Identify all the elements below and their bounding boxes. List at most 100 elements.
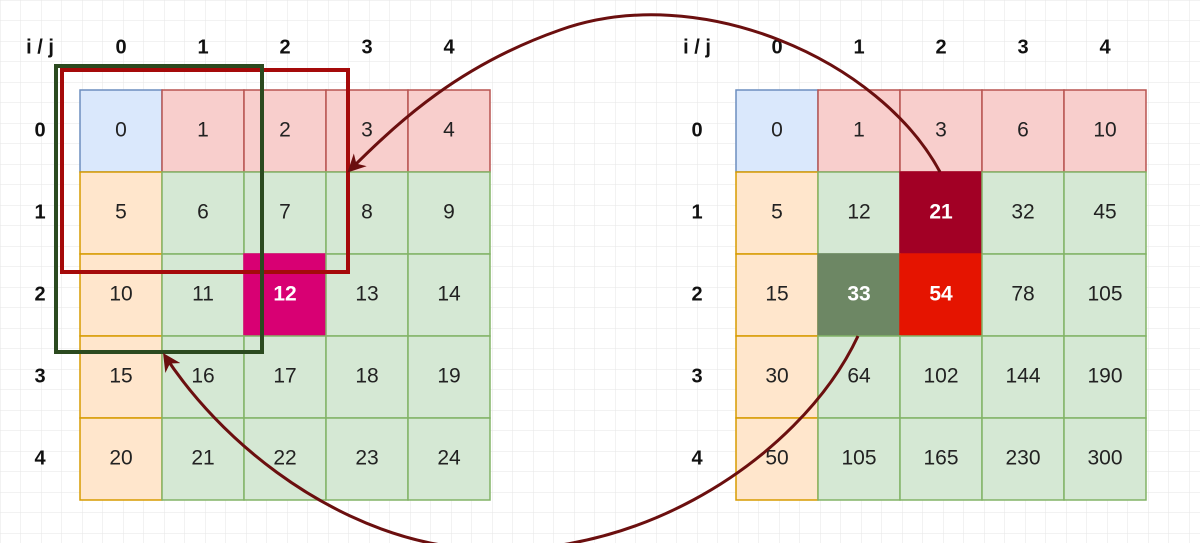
column-label: 1: [197, 36, 208, 58]
cell: [79, 253, 163, 337]
cell-value: 144: [1005, 365, 1040, 388]
cell: [161, 417, 245, 501]
cell-value: 50: [765, 447, 788, 470]
cell-value: 6: [197, 201, 209, 224]
cell-value: 230: [1005, 447, 1040, 470]
cell: [161, 171, 245, 255]
cell-value: 2: [279, 119, 291, 142]
cell-value: 105: [1087, 283, 1122, 306]
cell-value: 11: [192, 283, 214, 306]
cell: [79, 417, 163, 501]
cell-value: 17: [273, 365, 296, 388]
cell: [981, 253, 1065, 337]
cell-value: 22: [273, 447, 296, 470]
cell: [325, 171, 409, 255]
row-label: 4: [34, 447, 46, 469]
cell-value: 102: [923, 365, 958, 388]
column-label: 3: [1017, 36, 1028, 58]
cell-value: 5: [115, 201, 127, 224]
cell-value: 4: [443, 119, 455, 142]
cell-value: 8: [361, 201, 373, 224]
cell-value: 6: [1017, 119, 1029, 142]
cell: [407, 417, 491, 501]
cell-value: 33: [847, 283, 870, 306]
row-label: 3: [34, 365, 45, 387]
cell-value: 23: [355, 447, 378, 470]
cell: [981, 335, 1065, 419]
cell-value: 1: [853, 119, 865, 142]
cell-value: 1: [197, 119, 209, 142]
cell: [79, 89, 163, 173]
cell: [325, 253, 409, 337]
cell-value: 19: [437, 365, 460, 388]
cell: [79, 335, 163, 419]
cell-value: 190: [1087, 365, 1122, 388]
cell: [817, 417, 901, 501]
column-label: 2: [279, 36, 290, 58]
cell: [243, 253, 327, 337]
row-label: 2: [691, 283, 702, 305]
cell-value: 15: [109, 365, 132, 388]
cell: [407, 253, 491, 337]
cell: [243, 89, 327, 173]
arrow-bottom: [163, 335, 860, 543]
cell: [1063, 171, 1147, 255]
cell: [407, 171, 491, 255]
cell-value: 18: [355, 365, 378, 388]
cell-value: 54: [929, 283, 953, 306]
cell: [161, 89, 245, 173]
cell: [735, 417, 819, 501]
column-label: 2: [935, 36, 946, 58]
cell: [735, 171, 819, 255]
cell-value: 16: [191, 365, 214, 388]
cell: [981, 417, 1065, 501]
cell-value: 64: [847, 365, 871, 388]
column-label: 4: [1099, 36, 1111, 58]
row-label: 0: [34, 119, 45, 141]
arrow-top: [347, 13, 942, 173]
row-label: 3: [691, 365, 702, 387]
cell: [1063, 335, 1147, 419]
cell: [981, 171, 1065, 255]
column-label: 0: [771, 36, 782, 58]
cell-value: 9: [443, 201, 455, 224]
cell-value: 78: [1011, 283, 1034, 306]
cell-value: 21: [191, 447, 214, 470]
cell-value: 45: [1093, 201, 1116, 224]
row-label: 1: [34, 201, 45, 223]
cell: [817, 253, 901, 337]
cell-value: 14: [437, 283, 461, 306]
cell-value: 3: [935, 119, 947, 142]
cell-value: 30: [765, 365, 788, 388]
corner-label: i / j: [683, 36, 711, 58]
cell: [1063, 253, 1147, 337]
column-label: 1: [853, 36, 864, 58]
cell: [407, 335, 491, 419]
cell-value: 15: [765, 283, 788, 306]
cell-value: 300: [1087, 447, 1122, 470]
cell-value: 20: [109, 447, 132, 470]
row-label: 2: [34, 283, 45, 305]
column-label: 0: [115, 36, 126, 58]
cell: [1063, 417, 1147, 501]
cell: [1063, 89, 1147, 173]
cell-value: 0: [115, 119, 127, 142]
cell-value: 13: [355, 283, 378, 306]
cell: [899, 417, 983, 501]
cell: [243, 335, 327, 419]
row-label: 1: [691, 201, 702, 223]
row-label: 0: [691, 119, 702, 141]
cell-value: 5: [771, 201, 783, 224]
cell-value: 24: [437, 447, 461, 470]
cell-value: 165: [923, 447, 958, 470]
corner-label: i / j: [26, 36, 54, 58]
cell-value: 21: [929, 201, 953, 224]
cell-value: 105: [841, 447, 876, 470]
column-label: 4: [443, 36, 455, 58]
cell-value: 10: [109, 283, 132, 306]
cell: [243, 171, 327, 255]
cell: [325, 417, 409, 501]
